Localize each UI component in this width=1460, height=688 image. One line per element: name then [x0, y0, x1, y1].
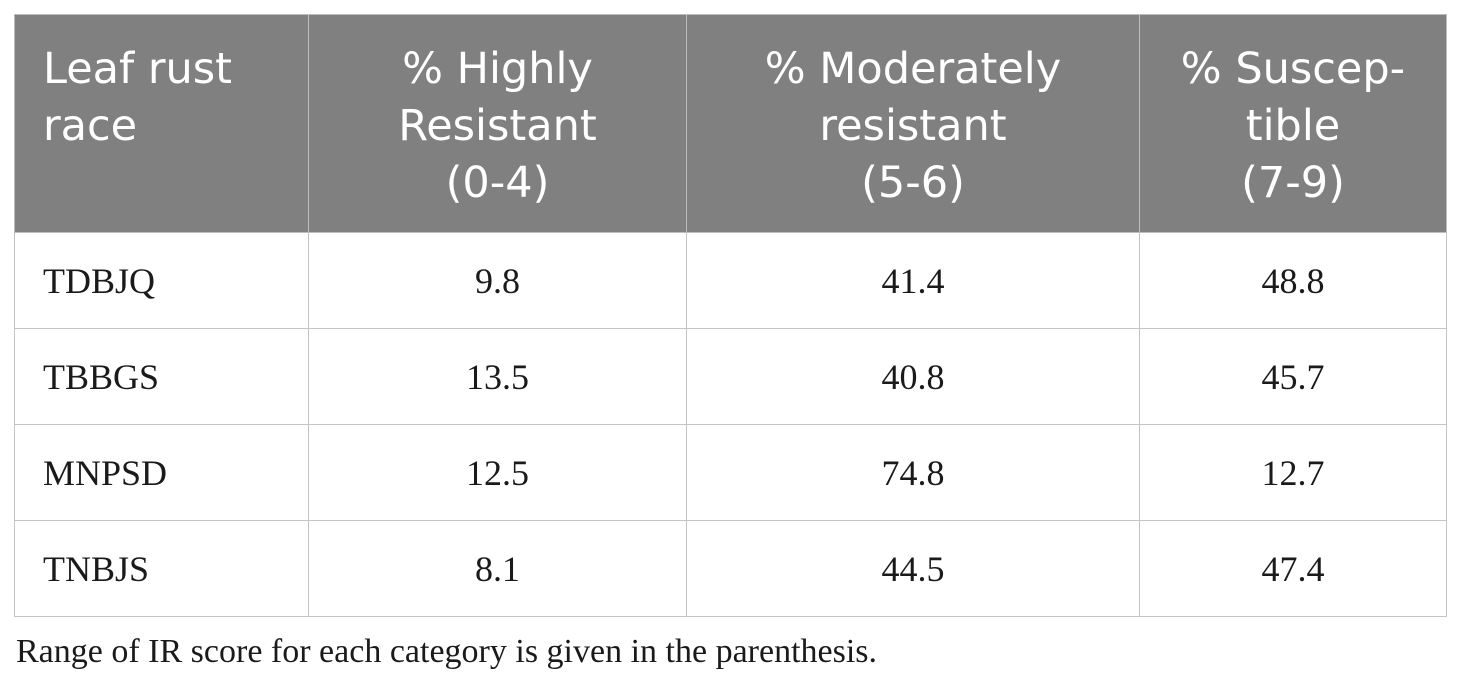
table-header: Leaf rust race % Highly Resistant (0-4) …: [14, 14, 1447, 233]
highly-resistant-cell: 9.8: [308, 232, 687, 329]
header-text-line: race: [43, 101, 138, 151]
highly-resistant-cell: 12.5: [308, 424, 687, 521]
race-cell: TBBGS: [14, 328, 309, 425]
header-row: Leaf rust race % Highly Resistant (0-4) …: [14, 14, 1447, 233]
susceptible-cell: 45.7: [1139, 328, 1447, 425]
table-row: TDBJQ 9.8 41.4 48.8: [14, 232, 1447, 329]
table-row: TBBGS 13.5 40.8 45.7: [14, 328, 1447, 425]
header-text-line: (0-4): [445, 158, 550, 208]
header-moderately-resistant: % Moderately resistant (5-6): [686, 14, 1140, 233]
header-text-line: Resistant: [398, 101, 597, 151]
moderately-resistant-cell: 40.8: [686, 328, 1140, 425]
header-leaf-rust-race: Leaf rust race: [14, 14, 309, 233]
header-text-line: % Highly: [402, 44, 593, 94]
race-cell: MNPSD: [14, 424, 309, 521]
race-cell: TDBJQ: [14, 232, 309, 329]
highly-resistant-cell: 8.1: [308, 520, 687, 617]
resistance-table: Leaf rust race % Highly Resistant (0-4) …: [14, 14, 1447, 617]
header-text-line: % Suscep-: [1180, 44, 1406, 94]
header-text-line: % Moderately: [764, 44, 1062, 94]
header-text-line: tible: [1245, 101, 1341, 151]
table-row: MNPSD 12.5 74.8 12.7: [14, 424, 1447, 521]
header-text-line: Leaf rust: [43, 44, 233, 94]
header-text-line: (7-9): [1241, 158, 1345, 208]
header-susceptible: % Suscep- tible (7-9): [1139, 14, 1447, 233]
moderately-resistant-cell: 41.4: [686, 232, 1140, 329]
header-text-line: (5-6): [861, 158, 965, 208]
header-highly-resistant: % Highly Resistant (0-4): [308, 14, 687, 233]
moderately-resistant-cell: 44.5: [686, 520, 1140, 617]
table-row: TNBJS 8.1 44.5 47.4: [14, 520, 1447, 617]
table-footnote: Range of IR score for each category is g…: [16, 633, 878, 670]
susceptible-cell: 12.7: [1139, 424, 1447, 521]
header-text-line: resistant: [819, 101, 1007, 151]
table-body: TDBJQ 9.8 41.4 48.8 TBBGS 13.5 40.8 45.7…: [14, 232, 1447, 617]
susceptible-cell: 47.4: [1139, 520, 1447, 617]
highly-resistant-cell: 13.5: [308, 328, 687, 425]
susceptible-cell: 48.8: [1139, 232, 1447, 329]
moderately-resistant-cell: 74.8: [686, 424, 1140, 521]
race-cell: TNBJS: [14, 520, 309, 617]
